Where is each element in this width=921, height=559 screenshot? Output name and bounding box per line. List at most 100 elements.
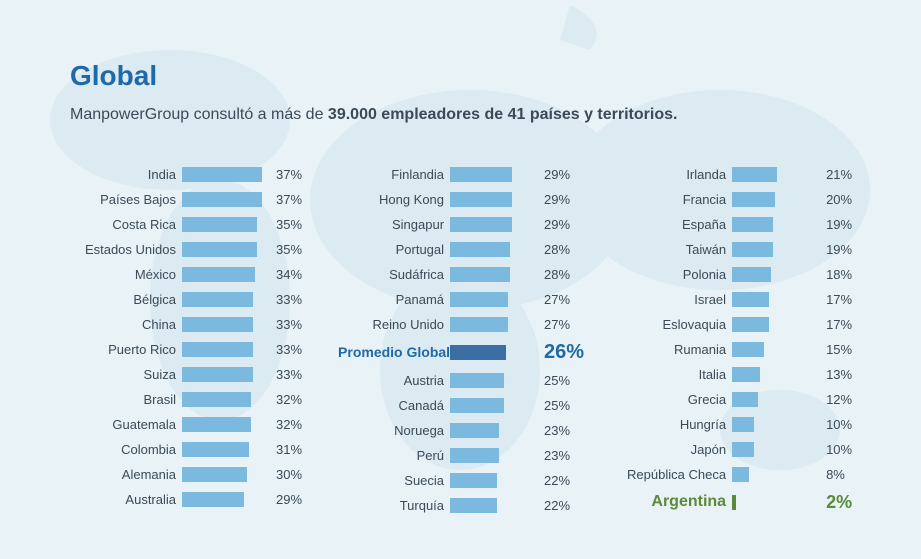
bar [182, 392, 251, 407]
row-value: 10% [818, 442, 852, 457]
bar-area [450, 192, 536, 207]
chart-row: Singapur29% [338, 214, 584, 234]
bar [450, 192, 512, 207]
row-value: 22% [536, 498, 570, 513]
bar [450, 373, 504, 388]
row-value: 10% [818, 417, 852, 432]
bar [450, 317, 508, 332]
row-label: Argentina [620, 493, 732, 511]
bar [732, 317, 769, 332]
row-value: 22% [536, 473, 570, 488]
row-value: 31% [268, 442, 302, 457]
row-label: Grecia [620, 392, 732, 407]
bar [182, 442, 249, 457]
row-label: Brasil [70, 392, 182, 407]
row-value: 29% [536, 167, 570, 182]
chart-row: Sudáfrica28% [338, 264, 584, 284]
chart-row: Bélgica33% [70, 289, 302, 309]
chart-row: Noruega23% [338, 420, 584, 440]
chart-row: Suecia 22% [338, 470, 584, 490]
bar-area [450, 373, 536, 388]
bar [732, 495, 736, 510]
bar [450, 398, 504, 413]
bar-area [732, 192, 818, 207]
row-value: 26% [536, 341, 584, 364]
row-value: 37% [268, 192, 302, 207]
row-label: México [70, 267, 182, 282]
bar [182, 417, 251, 432]
row-value: 19% [818, 217, 852, 232]
bar-area [182, 217, 268, 232]
subtitle-pre: ManpowerGroup consultó a más de [70, 106, 328, 123]
row-label: Polonia [620, 267, 732, 282]
chart-row: Hong Kong29% [338, 189, 584, 209]
chart-row: Taiwán19% [620, 239, 852, 259]
chart-row: China33% [70, 314, 302, 334]
bar-area [182, 467, 268, 482]
row-label: Italia [620, 367, 732, 382]
chart-column: India37% Países Bajos37% Costa Rica35% Esta… [70, 164, 302, 515]
chart-row: Grecia12% [620, 389, 852, 409]
chart-row: Panamá 27% [338, 289, 584, 309]
bar-area [732, 367, 818, 382]
row-label: Estados Unidos [70, 242, 182, 257]
row-value: 28% [536, 242, 570, 257]
chart-row: Costa Rica35% [70, 214, 302, 234]
bar [450, 345, 506, 360]
row-value: 25% [536, 373, 570, 388]
chart-row: Brasil 32% [70, 389, 302, 409]
bar-area [732, 417, 818, 432]
row-label: Promedio Global [338, 344, 450, 360]
bar [732, 367, 760, 382]
row-value: 29% [536, 192, 570, 207]
row-label: Rumania [620, 342, 732, 357]
row-value: 32% [268, 392, 302, 407]
row-value: 18% [818, 267, 852, 282]
page-subtitle: ManpowerGroup consultó a más de 39.000 e… [70, 106, 851, 124]
row-value: 33% [268, 292, 302, 307]
bar-area [732, 267, 818, 282]
row-label: Canadá [338, 398, 450, 413]
row-label: Colombia [70, 442, 182, 457]
bar [450, 267, 510, 282]
chart-row: Suiza33% [70, 364, 302, 384]
row-value: 27% [536, 317, 570, 332]
row-label: Alemania [70, 467, 182, 482]
bar-area [450, 217, 536, 232]
row-label: Suecia [338, 473, 450, 488]
row-value: 30% [268, 467, 302, 482]
row-value: 8% [818, 467, 845, 482]
row-value: 37% [268, 167, 302, 182]
chart-row: Puerto Rico33% [70, 339, 302, 359]
chart-row: Países Bajos37% [70, 189, 302, 209]
row-label: Singapur [338, 217, 450, 232]
chart-row: Canadá25% [338, 395, 584, 415]
bar-area [450, 423, 536, 438]
bar-area [450, 398, 536, 413]
bar [450, 473, 497, 488]
bar-area [450, 292, 536, 307]
bar [182, 192, 262, 207]
chart-row: Irlanda21% [620, 164, 852, 184]
bar-area [450, 345, 536, 360]
chart-row: Israel17% [620, 289, 852, 309]
bar [732, 292, 769, 307]
row-value: 27% [536, 292, 570, 307]
bar-area [450, 498, 536, 513]
bar-area [182, 167, 268, 182]
bar [182, 492, 244, 507]
chart-row: India37% [70, 164, 302, 184]
bar [732, 442, 754, 457]
bar [182, 317, 253, 332]
bar [450, 448, 499, 463]
bar-area [450, 448, 536, 463]
bar [450, 292, 508, 307]
row-label: Austria [338, 373, 450, 388]
row-value: 19% [818, 242, 852, 257]
bar [182, 242, 257, 257]
bar [450, 423, 499, 438]
subtitle-bold: 39.000 empleadores de 41 países y territ… [328, 106, 678, 123]
row-label: Panamá [338, 292, 450, 307]
bar [732, 242, 773, 257]
bar-area [732, 342, 818, 357]
